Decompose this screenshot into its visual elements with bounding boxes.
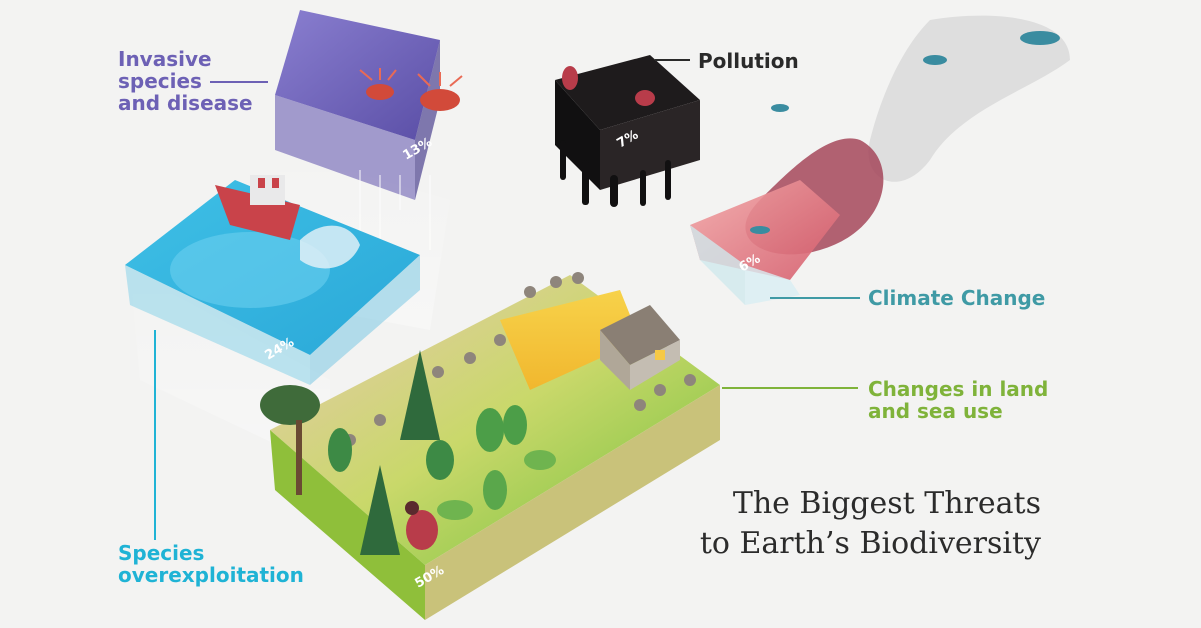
invasive-block: 13% <box>275 10 463 290</box>
fishing-net-icon <box>300 225 360 269</box>
overexploitation-label: Species overexploitation <box>118 541 304 587</box>
bird-icon <box>562 66 655 106</box>
pollution-block: 7% <box>555 55 700 207</box>
fishing-boat-icon <box>215 175 300 240</box>
house-icon <box>600 305 680 390</box>
invasive-label: Invasive species and disease <box>118 47 253 115</box>
lionfish-icon <box>359 68 463 111</box>
overexploitation-block: 24% <box>125 175 420 385</box>
crop-field <box>500 290 640 390</box>
land-label: Changes in land and sea use <box>868 377 1049 423</box>
climate-block: 6% <box>690 15 1070 305</box>
climate-label: Climate Change <box>868 286 1046 310</box>
orangutan-icon <box>405 501 438 550</box>
pollution-label: Pollution <box>698 49 799 73</box>
land-block: 50% <box>260 272 720 620</box>
fish-icon <box>750 31 1060 234</box>
page-title: The Biggest Threats to Earth’s Biodivers… <box>699 486 1041 561</box>
forest-trees <box>260 350 556 555</box>
tree-stumps <box>344 272 696 446</box>
